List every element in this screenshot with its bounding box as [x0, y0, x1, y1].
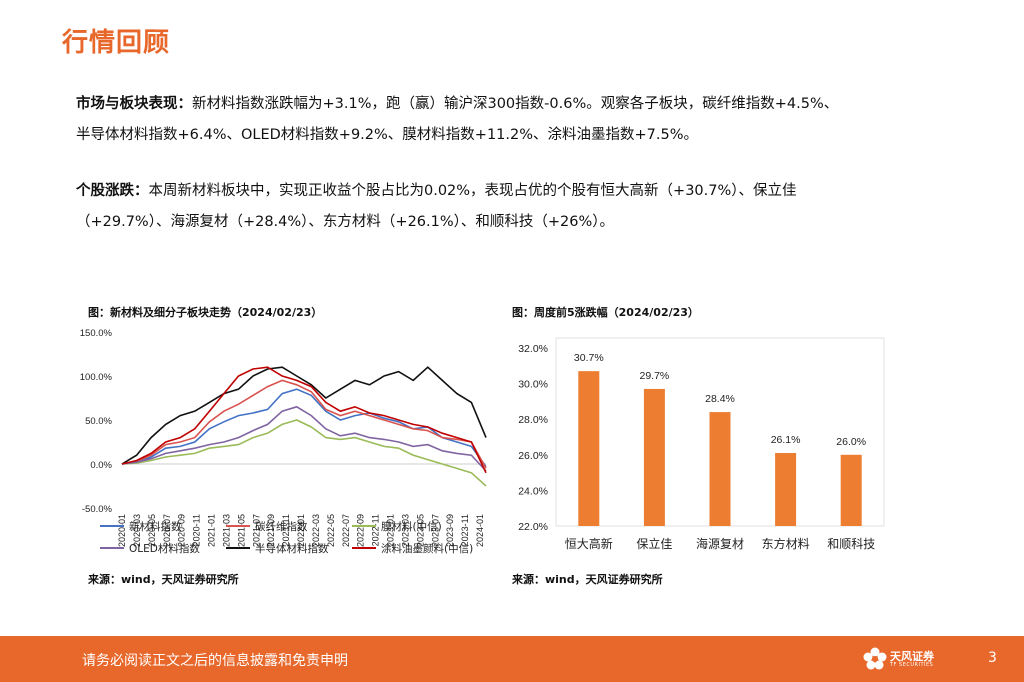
x-tick-label: 2023-05 — [415, 514, 425, 547]
y-tick-label: -50.0% — [82, 504, 113, 515]
x-tick-label: 2020-01 — [117, 514, 127, 547]
x-tick-label: 2023-11 — [460, 514, 470, 546]
category-label: 东方材料 — [762, 536, 810, 551]
x-tick-label: 2022-11 — [371, 514, 381, 546]
logo-name: 天风证券 — [890, 650, 934, 663]
x-tick-label: 2023-03 — [400, 514, 410, 547]
x-tick-label: 2022-05 — [326, 514, 336, 547]
series-line — [121, 379, 487, 469]
legend-label: 新材料指数 — [129, 520, 182, 533]
y-tick-label: 28.0% — [518, 414, 548, 426]
bar-value-label: 26.0% — [836, 436, 866, 448]
stocks-label: 个股涨跌： — [76, 183, 149, 199]
page-number: 3 — [988, 650, 997, 666]
x-tick-label: 2020-11 — [192, 514, 202, 546]
legend-label: 涂料油墨颜料(中信) — [381, 542, 473, 555]
category-label: 海源复材 — [696, 536, 744, 551]
x-tick-label: 2021-01 — [207, 514, 217, 547]
x-tick-label: 2022-09 — [356, 514, 366, 547]
x-tick-label: 2021-11 — [281, 514, 291, 546]
line-chart: 150.0% 100.0% 50.0% 0.0% -50.0% 2020-01 2020-0… — [80, 328, 487, 555]
stocks-text-line1: 本周新材料板块中，实现正收益个股占比为0.02%，表现占优的个股有恒大高新（+3… — [148, 183, 797, 199]
bar — [578, 371, 600, 526]
market-text-line2: 半导体材料指数+6.4%、OLED材料指数+9.2%、膜材料指数+11.2%、涂… — [76, 127, 698, 143]
x-tick-label: 2022-03 — [311, 514, 321, 547]
x-tick-label: 2020-09 — [177, 514, 187, 547]
bar-chart-source: 来源：wind，天风证券研究所 — [512, 573, 663, 586]
y-tick-label: 24.0% — [518, 485, 548, 497]
y-tick-label: 30.0% — [518, 379, 548, 391]
bar-chart: 32.0% 30.0% 28.0% 26.0% 24.0% 22.0% 30.7% 恒大高新 2… — [518, 337, 885, 551]
market-label: 市场与板块表现： — [76, 96, 192, 112]
category-label: 和顺科技 — [827, 537, 875, 551]
x-tick-label: 2020-07 — [162, 514, 172, 547]
y-tick-label: 32.0% — [518, 343, 548, 355]
x-tick-label: 2023-07 — [430, 514, 440, 547]
logo-subtitle: TF SECURITIES — [890, 662, 934, 668]
y-tick-label: 22.0% — [518, 521, 548, 533]
y-tick-label: 100.0% — [80, 372, 113, 383]
legend-label: OLED材料指数 — [129, 542, 200, 555]
line-chart-source: 来源：wind，天风证券研究所 — [88, 573, 239, 586]
page-title: 行情回顾 — [62, 28, 171, 58]
y-tick-label: 26.0% — [518, 450, 548, 462]
footer-bar: 请务必阅读正文之后的信息披露和免责申明 天风证券 TF SECURITIES 3 — [0, 636, 1024, 682]
x-tick-label: 2021-07 — [251, 514, 261, 547]
disclaimer-text: 请务必阅读正文之后的信息披露和免责申明 — [82, 653, 348, 669]
y-tick-label: 50.0% — [85, 416, 112, 427]
category-label: 恒大高新 — [565, 536, 613, 551]
stocks-text-line2: （+29.7%）、海源复材（+28.4%）、东方材料（+26.1%）、和顺科技（… — [76, 214, 615, 230]
company-logo: 天风证券 TF SECURITIES — [862, 644, 942, 676]
market-text-line1: 新材料指数涨跌幅为+3.1%，跑（赢）输沪深300指数-0.6%。观察各子板块，… — [192, 96, 839, 112]
x-tick-label: 2023-01 — [386, 514, 396, 547]
series-line — [121, 366, 487, 474]
y-tick-label: 0.0% — [90, 460, 112, 471]
bar — [775, 453, 797, 526]
bar-value-label: 26.1% — [771, 434, 801, 446]
x-tick-label: 2021-09 — [266, 514, 276, 547]
bar — [840, 454, 862, 526]
category-label: 保立佳 — [636, 536, 672, 551]
legend-label: 半导体材料指数 — [255, 542, 329, 555]
x-tick-label: 2022-07 — [341, 514, 351, 547]
series-line — [121, 366, 487, 465]
flower-logo-icon — [863, 647, 887, 670]
series-line — [121, 419, 487, 487]
bar-value-label: 29.7% — [640, 370, 670, 382]
x-tick-label: 2021-03 — [221, 514, 231, 547]
bar — [643, 388, 665, 526]
legend-label: 碳纤维指数 — [255, 520, 308, 533]
y-tick-label: 150.0% — [80, 328, 113, 339]
x-tick-label: 2021-05 — [236, 514, 246, 547]
legend-label: 膜材料(中信) — [381, 520, 442, 533]
line-chart-title: 图：新材料及细分子板块走势（2024/02/23） — [88, 306, 323, 319]
bar-value-label: 28.4% — [705, 393, 735, 405]
market-paragraph: 市场与板块表现：新材料指数涨跌幅为+3.1%，跑（赢）输沪深300指数-0.6%… — [76, 89, 956, 151]
bar-value-label: 30.7% — [574, 352, 604, 364]
bar — [709, 412, 731, 526]
x-tick-label: 2020-05 — [147, 514, 157, 547]
x-tick-label: 2022-01 — [296, 514, 306, 547]
stocks-paragraph: 个股涨跌：本周新材料板块中，实现正收益个股占比为0.02%，表现占优的个股有恒大… — [76, 176, 956, 238]
x-tick-label: 2020-03 — [132, 514, 142, 547]
x-tick-label: 2024-01 — [475, 514, 485, 547]
x-tick-label: 2023-09 — [445, 514, 455, 547]
series-line — [121, 405, 487, 472]
bar-chart-title: 图：周度前5涨跌幅（2024/02/23） — [512, 306, 699, 319]
